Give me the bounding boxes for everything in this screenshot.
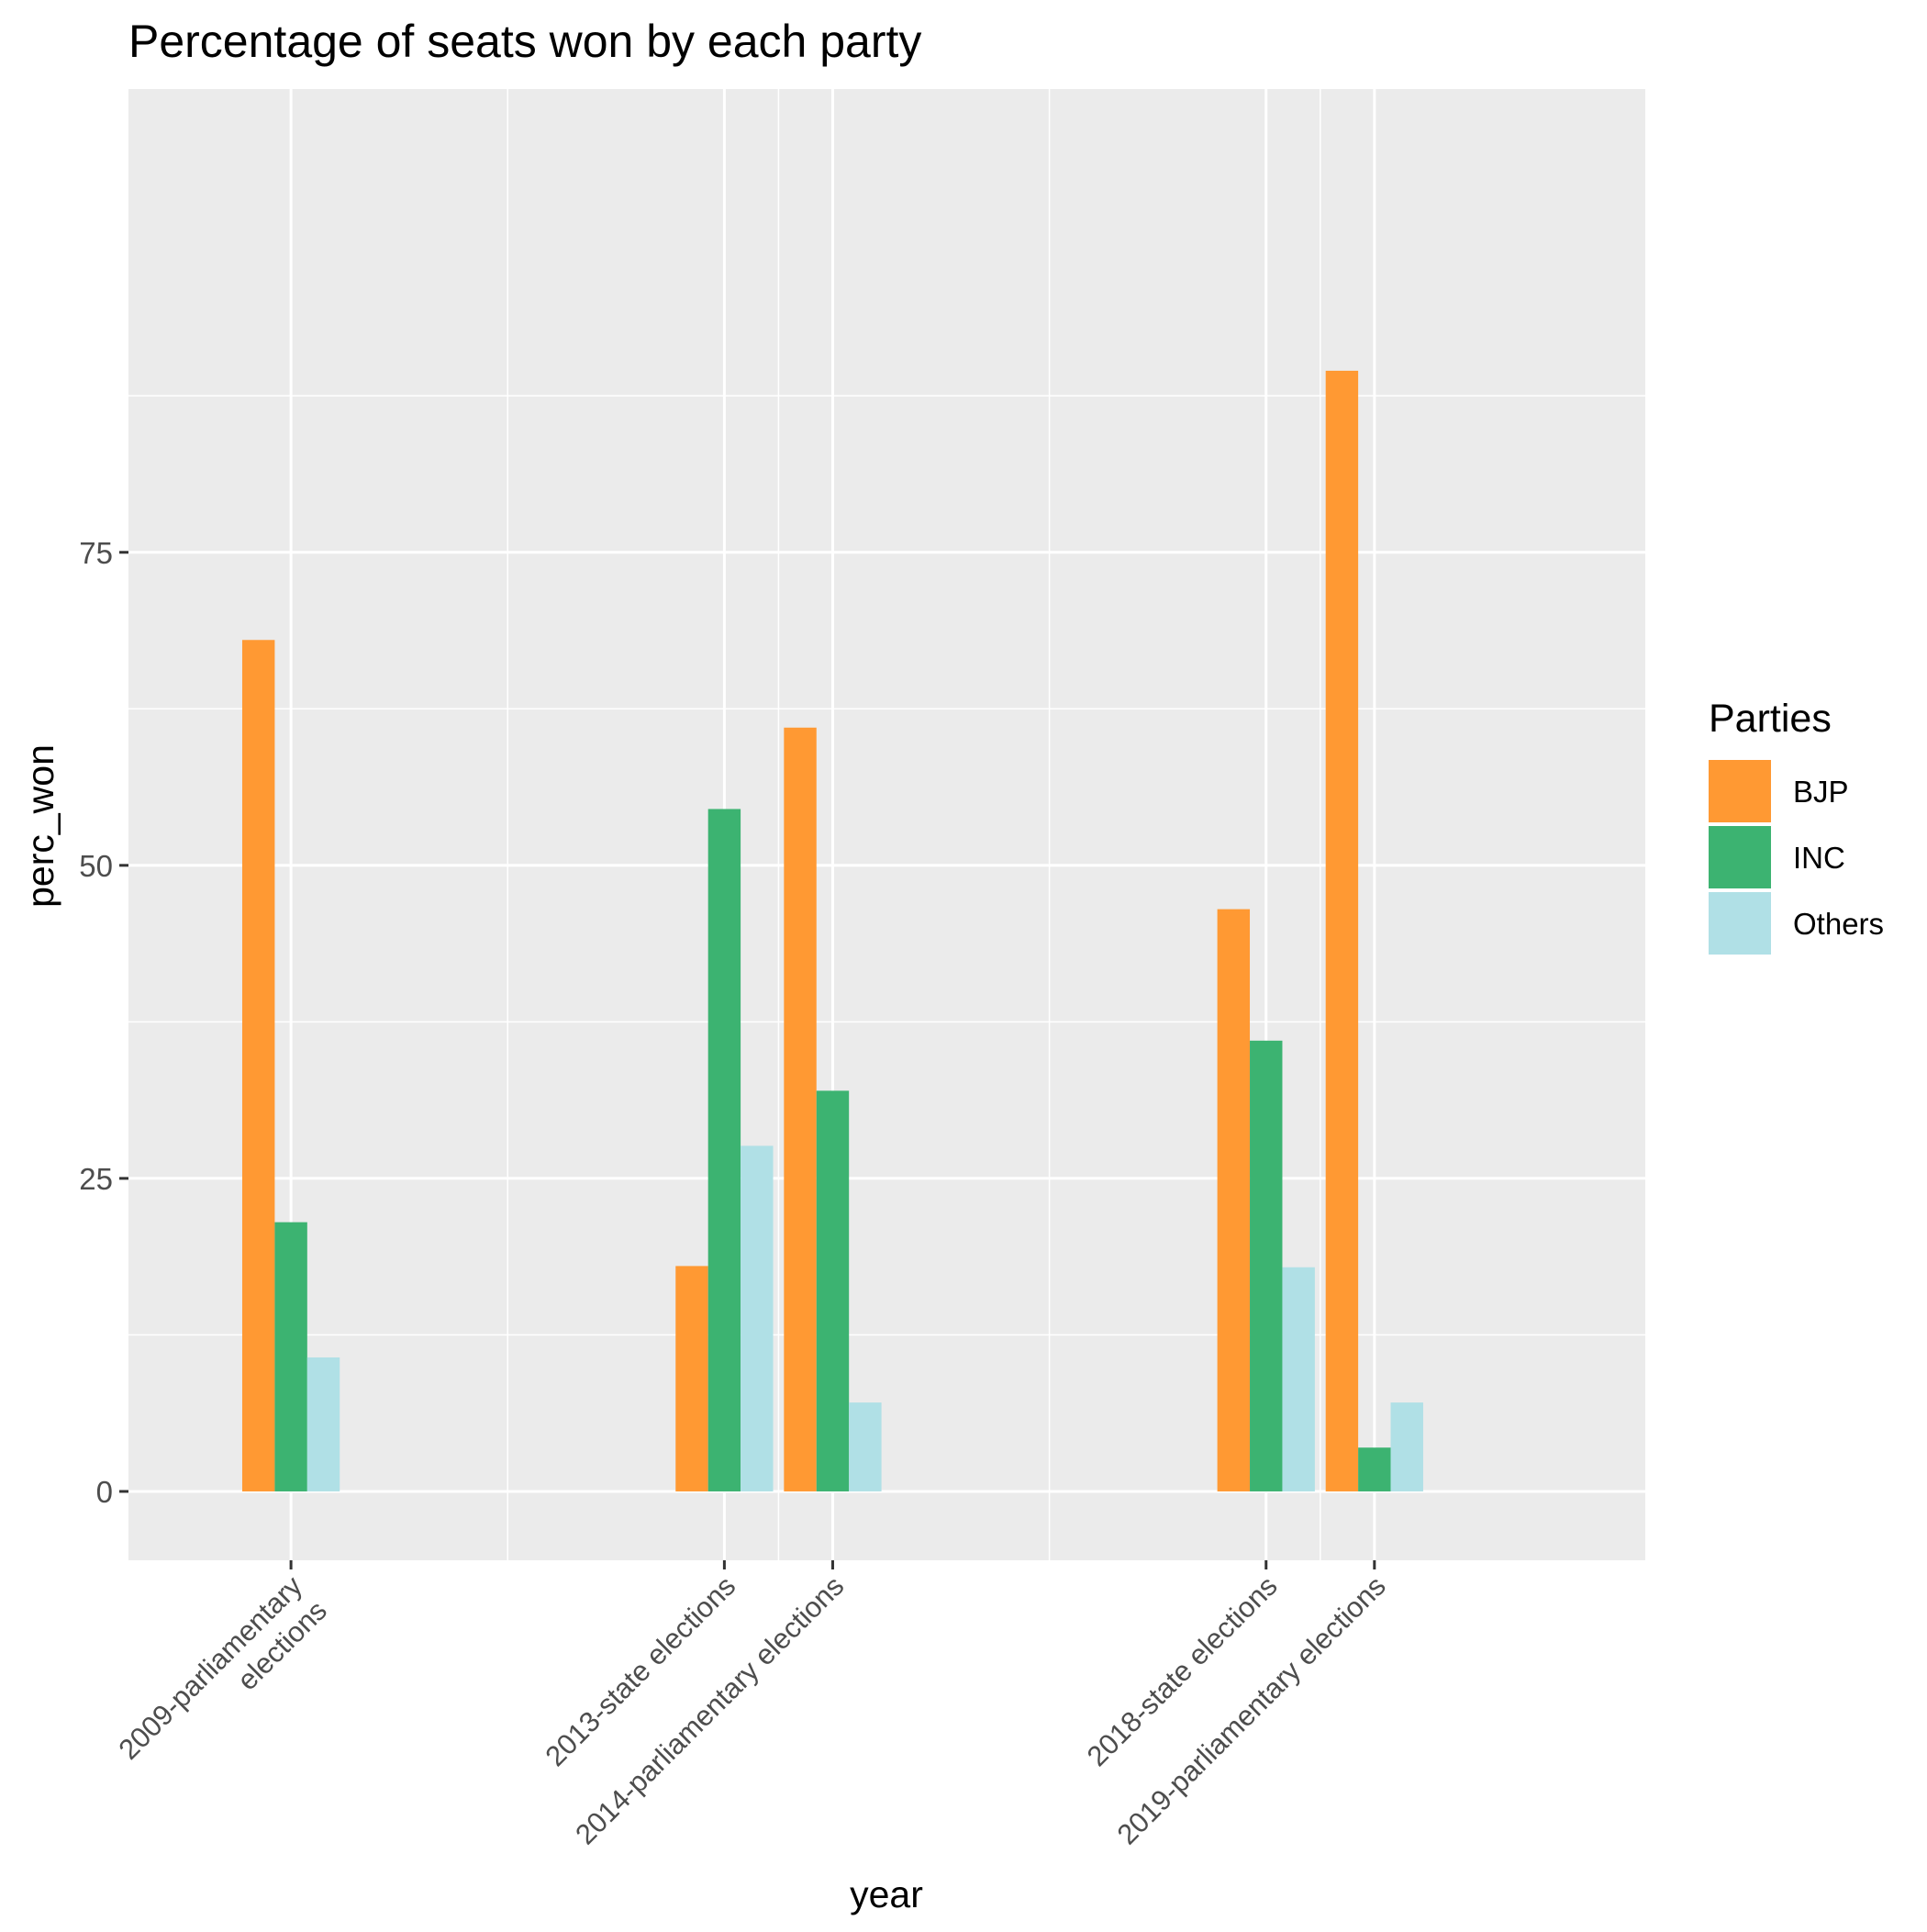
- legend-key-bjp: [1709, 760, 1771, 822]
- x-tick-label: 2013-state elections: [539, 1569, 741, 1772]
- chart-title: Percentage of seats won by each party: [128, 16, 921, 67]
- y-tick-label: 25: [79, 1162, 113, 1196]
- x-tick-label: 2018-state elections: [1081, 1569, 1284, 1772]
- bar-others-2018: [1282, 1267, 1315, 1491]
- x-tick-label-group: 2018-state elections: [1081, 1569, 1284, 1772]
- y-axis-title: perc_won: [19, 744, 61, 908]
- x-axis-title: year: [850, 1873, 923, 1915]
- bar-inc-2019: [1358, 1447, 1391, 1491]
- bar-bjp-2009: [241, 640, 275, 1491]
- bar-inc-2014: [816, 1090, 850, 1491]
- y-axis: 0 25 50 75: [79, 536, 128, 1509]
- bar-bjp-2013: [675, 1266, 708, 1491]
- x-tick-label-group: 2013-state elections: [539, 1569, 741, 1772]
- bars: [241, 370, 1423, 1491]
- legend-title: Parties: [1709, 697, 1832, 741]
- bar-others-2014: [849, 1402, 882, 1491]
- bar-others-2013: [741, 1145, 774, 1491]
- legend-label-others: Others: [1793, 907, 1884, 941]
- y-tick-label: 50: [79, 849, 113, 883]
- bar-inc-2009: [274, 1222, 307, 1491]
- legend-label-bjp: BJP: [1793, 775, 1849, 809]
- bar-bjp-2014: [784, 727, 817, 1491]
- plot-panel: [128, 89, 1645, 1560]
- bar-others-2019: [1390, 1402, 1423, 1491]
- bar-inc-2013: [707, 809, 741, 1491]
- bar-bjp-2018: [1217, 909, 1251, 1491]
- legend-key-others: [1709, 892, 1771, 955]
- bar-inc-2018: [1250, 1040, 1283, 1491]
- bar-others-2009: [306, 1357, 340, 1491]
- legend-label-inc: INC: [1793, 841, 1845, 875]
- bar-bjp-2019: [1325, 370, 1359, 1491]
- legend: Parties BJP INC Others: [1709, 697, 1884, 955]
- y-tick-label: 75: [79, 536, 113, 570]
- legend-key-inc: [1709, 826, 1771, 888]
- y-tick-label: 0: [96, 1475, 113, 1509]
